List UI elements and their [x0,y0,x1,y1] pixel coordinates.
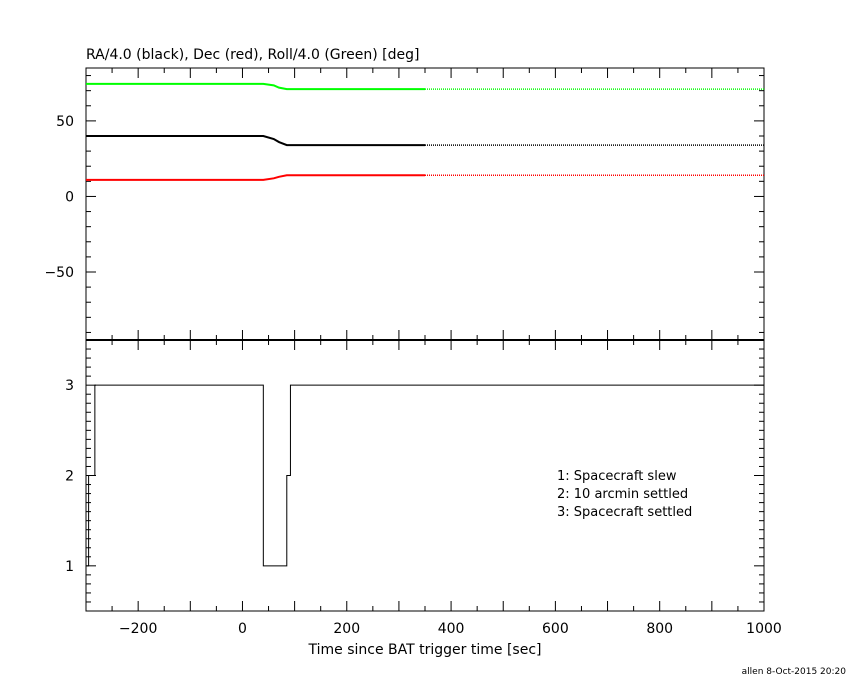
top-panel: RA/4.0 (black), Dec (red), Roll/4.0 (Gre… [44,47,765,341]
y-tick-label: 0 [65,189,74,205]
legend-item-1: 1: Spacecraft slew [557,469,677,484]
top-series-group [86,82,764,181]
bottom-y-axis: 1 2 3 [65,339,764,612]
footer-text: allen 8-Oct-2015 20:20 [742,667,847,677]
top-y-axis: −50 0 50 [44,75,764,333]
series-line-1 [86,174,425,181]
series-line-0 [86,135,425,147]
y-tick-label: −50 [44,265,74,281]
x-tick-label: 200 [333,621,360,637]
y-tick-label: 50 [56,114,74,130]
status-step-line [86,384,764,567]
series-line-2 [86,82,425,91]
top-panel-title: RA/4.0 (black), Dec (red), Roll/4.0 (Gre… [86,47,419,63]
bottom-series-group [86,384,764,567]
y-tick-label: 2 [65,469,74,485]
x-tick-label: 600 [542,621,569,637]
bottom-x-axis: −200 0 200 400 600 800 1000 [85,340,782,637]
x-tick-label: 0 [238,621,247,637]
legend-item-3: 3: Spacecraft settled [557,505,692,520]
top-panel-frame [85,67,765,341]
bottom-panel: 1 2 3 −200 0 200 400 600 800 1000 1: Spacecraft … [65,339,782,658]
x-tick-label: −200 [119,621,157,637]
x-tick-label: 400 [438,621,465,637]
legend: 1: Spacecraft slew 2: 10 arcmin settled … [557,469,692,520]
y-tick-label: 3 [65,378,74,394]
legend-item-2: 2: 10 arcmin settled [557,487,688,502]
x-tick-label: 1000 [746,621,782,637]
top-x-axis [85,68,765,340]
x-tick-label: 800 [646,621,673,637]
y-tick-label: 1 [65,559,74,575]
x-axis-label: Time since BAT trigger time [sec] [308,642,542,658]
